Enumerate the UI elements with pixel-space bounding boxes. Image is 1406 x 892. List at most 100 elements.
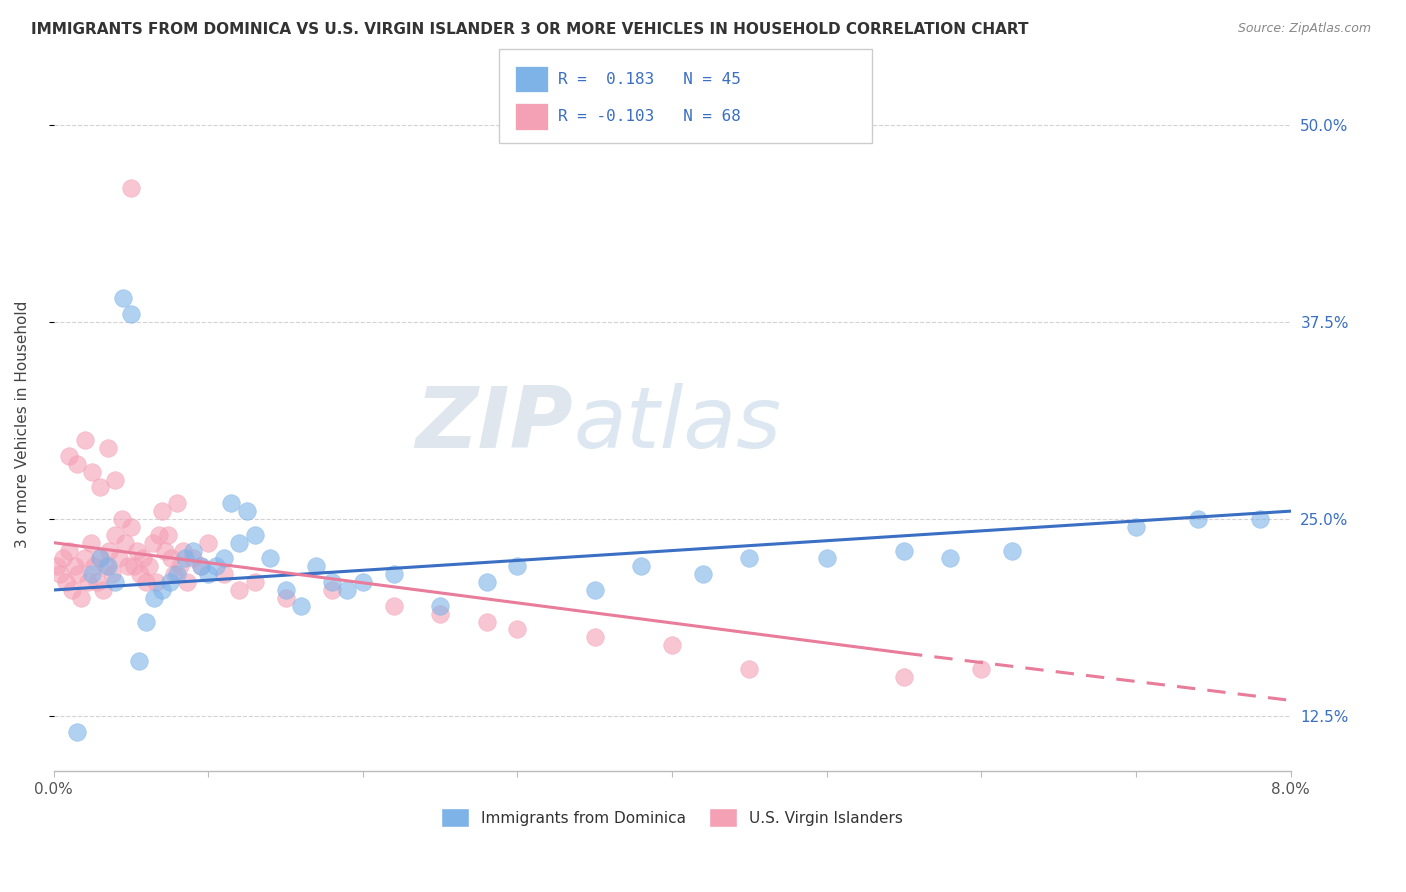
Point xyxy=(692,567,714,582)
Point xyxy=(166,496,188,510)
Point xyxy=(143,591,166,605)
Legend: Immigrants from Dominica, U.S. Virgin Islanders: Immigrants from Dominica, U.S. Virgin Is… xyxy=(436,802,908,833)
Point xyxy=(1249,512,1271,526)
Point xyxy=(321,582,343,597)
Point xyxy=(815,551,838,566)
Point xyxy=(142,535,165,549)
Point xyxy=(169,559,191,574)
Point xyxy=(138,559,160,574)
Point xyxy=(127,543,149,558)
Point xyxy=(89,551,111,566)
Point xyxy=(212,567,235,582)
Point xyxy=(157,528,180,542)
Point xyxy=(80,535,103,549)
Point xyxy=(114,535,136,549)
Text: Source: ZipAtlas.com: Source: ZipAtlas.com xyxy=(1237,22,1371,36)
Point xyxy=(336,582,359,597)
Point xyxy=(212,551,235,566)
Point xyxy=(135,575,157,590)
Point xyxy=(181,551,204,566)
Point xyxy=(181,543,204,558)
Point xyxy=(150,504,173,518)
Point xyxy=(939,551,962,566)
Point xyxy=(58,449,80,463)
Point xyxy=(52,551,75,566)
Point xyxy=(583,582,606,597)
Point xyxy=(120,181,142,195)
Point xyxy=(970,662,993,676)
Point xyxy=(73,433,96,447)
Point xyxy=(107,551,129,566)
Point xyxy=(159,575,181,590)
Point xyxy=(290,599,312,613)
Point xyxy=(45,559,67,574)
Point xyxy=(506,623,529,637)
Point xyxy=(738,662,761,676)
Point xyxy=(104,575,127,590)
Point xyxy=(506,559,529,574)
Point xyxy=(104,473,127,487)
Text: IMMIGRANTS FROM DOMINICA VS U.S. VIRGIN ISLANDER 3 OR MORE VEHICLES IN HOUSEHOLD: IMMIGRANTS FROM DOMINICA VS U.S. VIRGIN … xyxy=(31,22,1028,37)
Point xyxy=(150,582,173,597)
Point xyxy=(120,307,142,321)
Point xyxy=(190,559,212,574)
Point xyxy=(176,575,198,590)
Point xyxy=(86,575,108,590)
Point xyxy=(429,599,451,613)
Point xyxy=(243,575,266,590)
Point xyxy=(91,582,114,597)
Point xyxy=(259,551,281,566)
Point xyxy=(173,543,195,558)
Y-axis label: 3 or more Vehicles in Household: 3 or more Vehicles in Household xyxy=(15,301,30,548)
Point xyxy=(82,567,104,582)
Point xyxy=(190,559,212,574)
Text: R =  0.183   N = 45: R = 0.183 N = 45 xyxy=(558,71,741,87)
Point xyxy=(274,582,297,597)
Point xyxy=(382,599,405,613)
Point xyxy=(738,551,761,566)
Point xyxy=(98,543,121,558)
Point xyxy=(583,630,606,644)
Point xyxy=(60,582,83,597)
Point xyxy=(197,567,219,582)
Point xyxy=(148,528,170,542)
Point xyxy=(83,559,105,574)
Point xyxy=(352,575,374,590)
Point xyxy=(117,559,139,574)
Point xyxy=(132,551,155,566)
Point xyxy=(66,457,89,471)
Point xyxy=(73,551,96,566)
Point xyxy=(236,504,259,518)
Point xyxy=(145,575,167,590)
Point xyxy=(166,567,188,582)
Point xyxy=(55,575,77,590)
Point xyxy=(58,543,80,558)
Point xyxy=(274,591,297,605)
Point xyxy=(475,615,498,629)
Point xyxy=(243,528,266,542)
Point xyxy=(76,575,98,590)
Text: atlas: atlas xyxy=(574,383,782,466)
Point xyxy=(96,559,118,574)
Point xyxy=(67,567,90,582)
Point xyxy=(66,725,89,739)
Point xyxy=(163,567,186,582)
Point xyxy=(128,654,150,668)
Point xyxy=(89,481,111,495)
Point xyxy=(630,559,652,574)
Point xyxy=(101,567,124,582)
Point xyxy=(197,535,219,549)
Point xyxy=(153,543,176,558)
Point xyxy=(82,465,104,479)
Point xyxy=(129,567,152,582)
Point xyxy=(228,535,250,549)
Point xyxy=(49,567,72,582)
Point xyxy=(122,559,145,574)
Text: R = -0.103   N = 68: R = -0.103 N = 68 xyxy=(558,109,741,124)
Point xyxy=(89,551,111,566)
Point xyxy=(112,291,135,305)
Point xyxy=(120,520,142,534)
Point xyxy=(1187,512,1209,526)
Point xyxy=(382,567,405,582)
Point xyxy=(135,615,157,629)
